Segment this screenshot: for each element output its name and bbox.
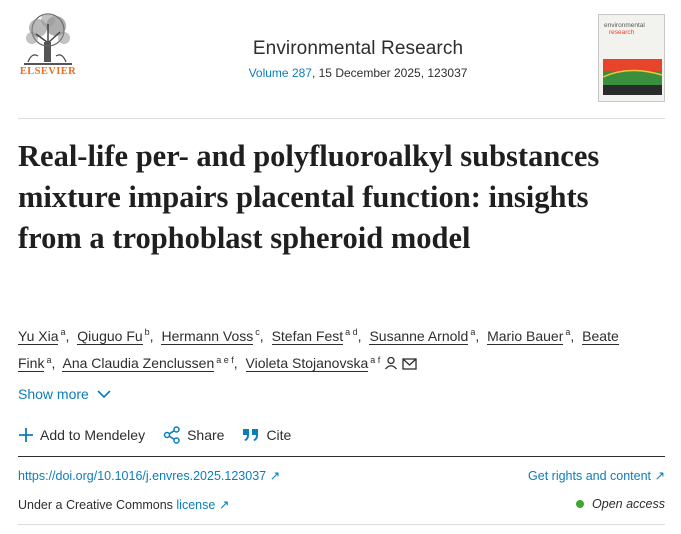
volume-link[interactable]: Volume 287 xyxy=(248,66,312,80)
author-link[interactable]: Beate Fink a xyxy=(18,327,619,373)
publisher-name: ELSEVIER xyxy=(19,66,77,77)
header-divider xyxy=(18,118,665,119)
external-link-icon: ↗ xyxy=(654,469,665,483)
author-link[interactable]: Hermann Voss c xyxy=(161,327,260,345)
issue-date: , 15 December 2025, 123037 xyxy=(311,66,468,80)
author-link[interactable]: Mario Bauer a xyxy=(487,327,571,345)
show-more-button[interactable]: Show more xyxy=(18,386,111,402)
cite-label: Cite xyxy=(266,427,292,443)
open-access-dot-icon xyxy=(576,500,585,508)
doi-link[interactable]: https://doi.org/10.1016/j.envres.2025.12… xyxy=(18,469,281,483)
email-icon xyxy=(402,358,417,370)
license-text: Under a Creative Commons license ↗ xyxy=(18,498,230,512)
article-header: ELSEVIER Environmental Research Volume 2… xyxy=(18,12,665,106)
cite-button[interactable]: Cite xyxy=(242,427,291,443)
article-actions: Add to Mendeley Share Cite xyxy=(18,426,309,444)
journal-cover[interactable]: environmental research xyxy=(598,14,665,102)
mendeley-label: Add to Mendeley xyxy=(40,427,146,443)
cover-title-line2: research xyxy=(609,29,635,36)
external-link-icon: ↗ xyxy=(269,469,281,483)
cover-image-icon: environmental research xyxy=(599,15,664,101)
external-link-icon: ↗ xyxy=(218,498,230,512)
plus-icon xyxy=(19,428,33,442)
author-list: Yu Xia a, Qiuguo Fu b, Hermann Voss c, Stef… xyxy=(18,327,619,373)
author-link[interactable]: Stefan Fest a d xyxy=(271,327,358,345)
share-button[interactable]: Share xyxy=(163,426,224,444)
rights-link[interactable]: Get rights and content ↗ xyxy=(528,469,665,483)
open-access-badge: Open access xyxy=(576,497,665,511)
journal-info: Environmental Research Volume 287, 15 De… xyxy=(168,38,548,80)
article-title: Real-life per- and polyfluoroalkyl subst… xyxy=(18,139,600,255)
quote-icon xyxy=(243,429,259,441)
share-label: Share xyxy=(187,427,225,443)
chevron-down-icon xyxy=(97,389,111,398)
add-to-mendeley-button[interactable]: Add to Mendeley xyxy=(18,427,145,443)
author-link[interactable]: Ana Claudia Zenclussen a e f xyxy=(62,354,234,373)
author-link[interactable]: Susanne Arnold a xyxy=(369,327,476,345)
elsevier-tree-icon xyxy=(24,13,72,65)
actions-divider xyxy=(18,456,665,457)
share-icon xyxy=(163,426,180,444)
issue-info: Volume 287, 15 December 2025, 123037 xyxy=(168,66,548,80)
cover-title-line1: environmental xyxy=(604,22,645,29)
elsevier-logo[interactable]: ELSEVIER xyxy=(18,12,78,82)
license-link[interactable]: license ↗ xyxy=(176,498,230,512)
journal-name[interactable]: Environmental Research xyxy=(252,38,464,59)
author-link[interactable]: Qiuguo Fu b xyxy=(77,327,150,345)
person-icon xyxy=(385,357,398,370)
open-access-label: Open access xyxy=(592,497,665,511)
show-more-label: Show more xyxy=(18,386,89,402)
bottom-divider xyxy=(18,524,665,525)
author-link[interactable]: Yu Xia a xyxy=(18,327,66,345)
author-link[interactable]: Violeta Stojanovska a f xyxy=(245,355,418,373)
